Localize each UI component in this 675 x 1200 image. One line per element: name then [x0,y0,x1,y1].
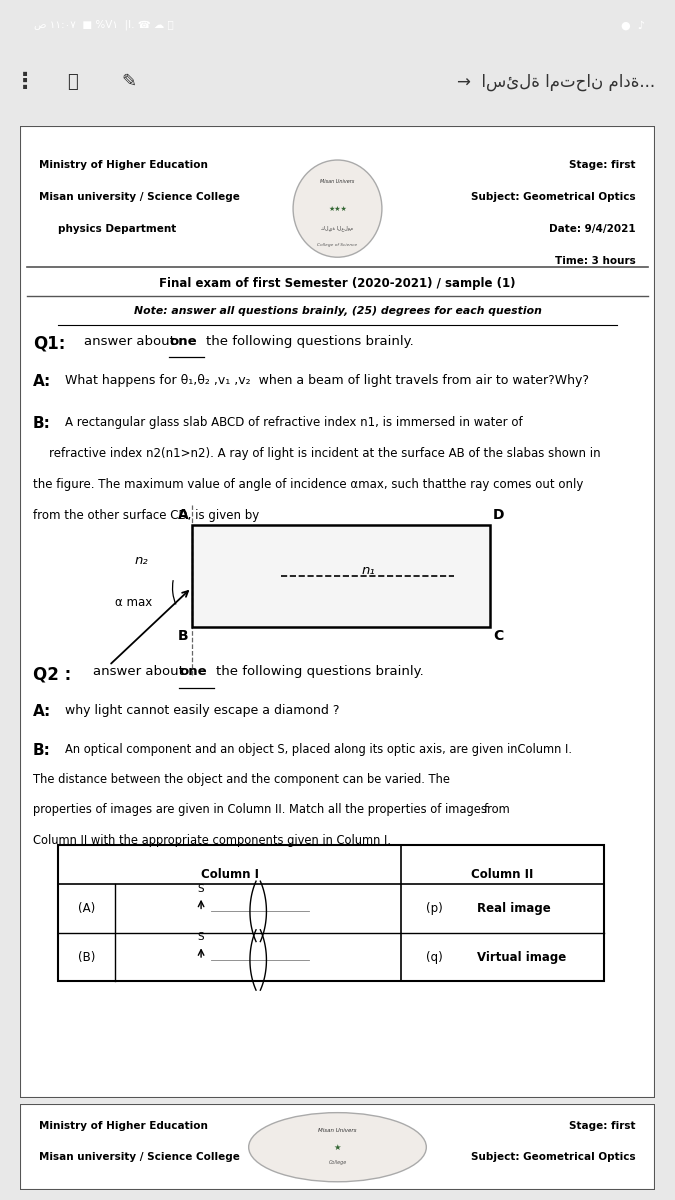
Text: S: S [198,932,205,942]
Text: College of Science: College of Science [317,242,358,246]
Text: Date: 9/4/2021: Date: 9/4/2021 [549,224,636,234]
Text: A:: A: [33,704,51,719]
Text: B: B [178,630,188,643]
Text: Stage: first: Stage: first [569,160,636,170]
Text: ⋮: ⋮ [14,72,36,92]
Text: Column II: Column II [471,869,534,881]
Text: (p): (p) [427,902,443,914]
Text: Misan university / Science College: Misan university / Science College [39,1152,240,1162]
Text: from the other surface CD, is given by: from the other surface CD, is given by [33,509,259,522]
Text: Time: 3 hours: Time: 3 hours [555,257,636,266]
Text: Ministry of Higher Education: Ministry of Higher Education [39,1121,208,1132]
Text: ⧆: ⧆ [68,73,78,91]
Text: α max: α max [115,595,153,608]
Text: ص ۱۱:۰۷  ■ %V۱  |l. ☎ ☁ ⏰: ص ۱۱:۰۷ ■ %V۱ |l. ☎ ☁ ⏰ [34,20,173,30]
Text: answer about: answer about [84,335,179,348]
Text: C: C [493,630,503,643]
Text: the figure. The maximum value of angle of incidence αmax, such thatthe ray comes: the figure. The maximum value of angle o… [33,478,583,491]
Text: physics Department: physics Department [58,224,177,234]
Text: Q1:: Q1: [33,335,65,353]
Bar [58,845,604,982]
Text: كلية العلوم: كلية العلوم [321,226,354,230]
Text: Column I: Column I [200,869,259,881]
Text: why light cannot easily escape a diamond ?: why light cannot easily escape a diamond… [65,704,339,718]
Text: refractive index n2(n1>n2). A ray of light is incident at the surface AB of the : refractive index n2(n1>n2). A ray of lig… [49,446,601,460]
Text: answer about: answer about [93,666,188,678]
Text: Misan Univers: Misan Univers [321,180,354,185]
Text: A rectangular glass slab ABCD of refractive index n1, is immersed in water of: A rectangular glass slab ABCD of refract… [65,415,522,428]
Bar [192,524,490,626]
Ellipse shape [293,160,382,257]
Text: Ministry of Higher Education: Ministry of Higher Education [39,160,208,170]
Text: The distance between the object and the component can be varied. The: The distance between the object and the … [33,773,450,786]
Text: ✎: ✎ [122,73,136,91]
Text: College: College [328,1160,347,1165]
Ellipse shape [248,1112,427,1182]
Text: A:: A: [33,374,51,389]
Text: Q2 :: Q2 : [33,666,71,684]
Text: the following questions brainly.: the following questions brainly. [216,666,423,678]
Text: Stage: first: Stage: first [569,1121,636,1132]
Text: ●  ♪: ● ♪ [621,20,645,30]
Text: (B): (B) [78,950,96,964]
Text: one: one [179,666,207,678]
Text: B:: B: [33,743,51,758]
Text: n₁: n₁ [362,564,375,577]
Text: D: D [493,508,504,522]
Text: Column II with the appropriate components given in Column I.: Column II with the appropriate component… [33,834,391,847]
Text: n₂: n₂ [134,554,148,568]
Text: Subject: Geometrical Optics: Subject: Geometrical Optics [471,1152,636,1162]
Text: (q): (q) [427,950,443,964]
Text: from: from [483,804,510,816]
Text: Misan Univers: Misan Univers [318,1128,357,1133]
Text: the following questions brainly.: the following questions brainly. [205,335,413,348]
Text: one: one [169,335,197,348]
Text: properties of images are given in Column II. Match all the properties of images: properties of images are given in Column… [33,804,487,816]
Text: ★: ★ [333,1142,342,1152]
Text: ★★★: ★★★ [328,205,347,211]
Text: An optical component and an object S, placed along its optic axis, are given inC: An optical component and an object S, pl… [65,743,572,756]
Text: S: S [198,884,205,894]
Text: →  اسئلة امتحان مادة...: → اسئلة امتحان مادة... [456,73,655,91]
Text: Note: answer all questions brainly, (25) degrees for each question: Note: answer all questions brainly, (25)… [134,306,541,316]
Text: Final exam of first Semester (2020-2021) / sample (1): Final exam of first Semester (2020-2021)… [159,277,516,289]
Text: Misan university / Science College: Misan university / Science College [39,192,240,202]
Text: Virtual image: Virtual image [477,950,566,964]
Text: Subject: Geometrical Optics: Subject: Geometrical Optics [471,192,636,202]
Text: A: A [178,508,188,522]
Text: (A): (A) [78,902,95,914]
Text: What happens for θ₁,θ₂ ,v₁ ,v₂  when a beam of light travels from air to water?W: What happens for θ₁,θ₂ ,v₁ ,v₂ when a be… [65,374,589,386]
Text: Real image: Real image [477,902,551,914]
Text: B:: B: [33,415,51,431]
